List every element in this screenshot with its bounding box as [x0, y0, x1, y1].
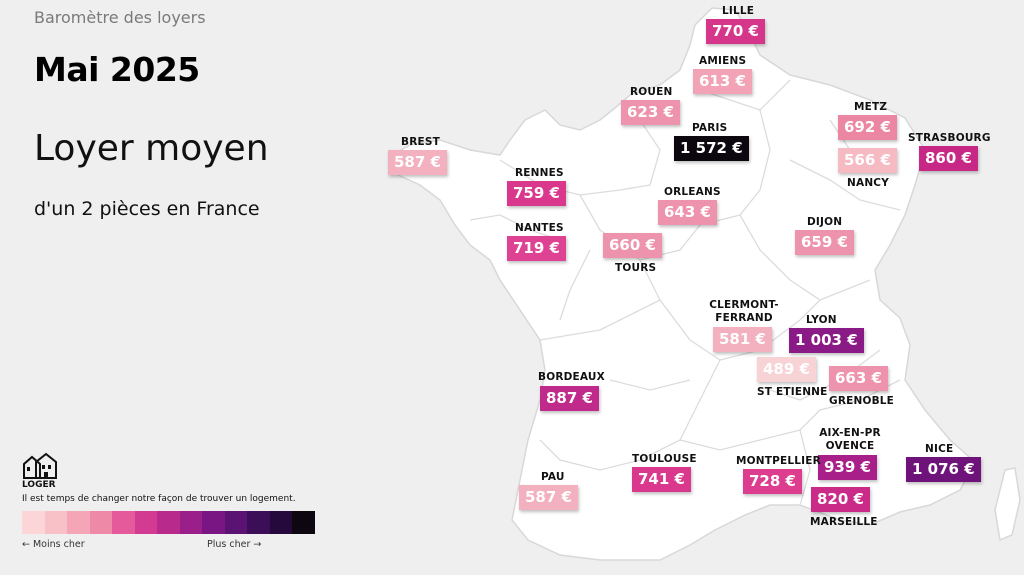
city-label-nice: NICE — [925, 443, 954, 455]
price-badge-rennes: 759 € — [507, 181, 566, 206]
city-label-st-etienne: ST ETIENNE — [757, 386, 828, 398]
city-label-rennes: RENNES — [515, 167, 564, 179]
city-label-lille: LILLE — [722, 5, 755, 17]
loger-logo-icon — [23, 452, 57, 479]
scale-swatch — [179, 511, 202, 534]
price-badge-strasbourg: 860 € — [919, 146, 978, 171]
city-label-grenoble: GRENOBLE — [829, 395, 895, 407]
city-label-brest: BREST — [401, 136, 440, 148]
city-label-clermont-text: CLERMONT-FERRAND — [709, 299, 779, 324]
city-label-lyon: LYON — [806, 314, 837, 326]
scale-swatch — [134, 511, 157, 534]
scale-swatch — [89, 511, 112, 534]
scale-swatch — [202, 511, 225, 534]
brand-name: LOGER — [22, 480, 56, 490]
price-badge-paris: 1 572 € — [674, 136, 749, 161]
top-label: Baromètre des loyers — [34, 8, 206, 27]
price-badge-lyon: 1 003 € — [789, 328, 864, 353]
price-badge-bordeaux: 887 € — [540, 386, 599, 411]
scale-swatch — [224, 511, 247, 534]
month-title: Mai 2025 — [34, 50, 200, 89]
city-label-marseille: MARSEILLE — [810, 516, 878, 528]
price-badge-marseille: 820 € — [811, 487, 870, 512]
city-label-paris: PARIS — [692, 122, 728, 134]
price-badge-pau: 587 € — [519, 485, 578, 510]
city-label-clermont: CLERMONT-FERRAND — [708, 299, 780, 325]
france-map — [391, 7, 1021, 561]
price-badge-lille: 770 € — [706, 19, 765, 44]
scale-swatch — [269, 511, 292, 534]
city-label-orleans: ORLEANS — [664, 186, 721, 198]
scale-swatch — [157, 511, 180, 534]
city-label-montpellier: MONTPELLIER — [736, 455, 821, 467]
price-badge-amiens: 613 € — [693, 69, 752, 94]
city-label-metz: METZ — [854, 101, 888, 113]
city-label-tours: TOURS — [615, 262, 657, 274]
corsica — [994, 467, 1021, 542]
city-label-aix-text: AIX-EN-PROVENCE — [819, 427, 881, 452]
price-badge-metz: 692 € — [838, 115, 897, 140]
brand-tagline: Il est temps de changer notre façon de t… — [22, 494, 296, 504]
city-label-rouen: ROUEN — [630, 86, 673, 98]
scale-swatch — [67, 511, 90, 534]
city-label-bordeaux: BORDEAUX — [538, 371, 605, 383]
price-badge-montpellier: 728 € — [743, 469, 802, 494]
less-expensive-label: ← Moins cher — [22, 539, 85, 550]
city-label-pau: PAU — [541, 471, 565, 483]
price-badge-grenoble: 663 € — [829, 366, 888, 391]
city-label-aix: AIX-EN-PROVENCE — [818, 427, 882, 453]
price-badge-nantes: 719 € — [507, 236, 566, 261]
scale-swatch — [292, 511, 315, 534]
price-badge-st-etienne: 489 € — [757, 357, 816, 382]
scale-swatch — [247, 511, 270, 534]
city-label-strasbourg: STRASBOURG — [908, 132, 991, 144]
headline: Loyer moyen — [34, 128, 269, 169]
price-badge-orleans: 643 € — [658, 200, 717, 225]
price-badge-aix: 939 € — [818, 455, 877, 480]
price-badge-nice: 1 076 € — [906, 457, 981, 482]
price-badge-nancy: 566 € — [838, 148, 897, 173]
scale-swatch — [112, 511, 135, 534]
city-label-amiens: AMIENS — [699, 55, 747, 67]
city-label-nancy: NANCY — [847, 177, 890, 189]
subheadline: d'un 2 pièces en France — [34, 198, 260, 220]
color-scale — [22, 511, 315, 534]
price-badge-clermont: 581 € — [713, 327, 772, 352]
scale-swatch — [44, 511, 67, 534]
city-label-toulouse: TOULOUSE — [632, 453, 697, 465]
more-expensive-label: Plus cher → — [207, 539, 262, 550]
price-badge-brest: 587 € — [388, 150, 447, 175]
france-outline — [391, 7, 976, 561]
price-badge-toulouse: 741 € — [632, 467, 691, 492]
city-label-nantes: NANTES — [515, 222, 564, 234]
price-badge-rouen: 623 € — [621, 100, 680, 125]
price-badge-tours: 660 € — [603, 233, 662, 258]
region-borders — [469, 79, 901, 506]
scale-swatch — [22, 511, 45, 534]
city-label-dijon: DIJON — [807, 216, 843, 228]
price-badge-dijon: 659 € — [795, 230, 854, 255]
